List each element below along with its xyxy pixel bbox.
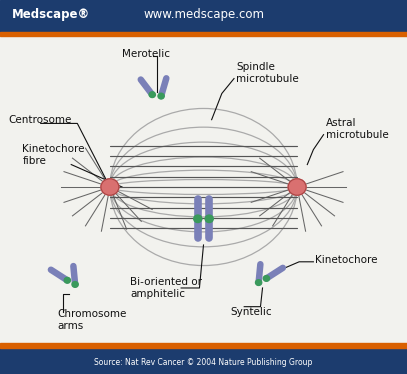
Circle shape (194, 215, 202, 223)
Circle shape (288, 179, 306, 195)
Text: Centrosome: Centrosome (8, 115, 72, 125)
Text: Merotelic: Merotelic (122, 49, 170, 59)
Text: Source: Nat Rev Cancer © 2004 Nature Publishing Group: Source: Nat Rev Cancer © 2004 Nature Pub… (94, 358, 313, 367)
Text: Syntelic: Syntelic (230, 307, 271, 317)
Circle shape (64, 278, 70, 283)
Circle shape (101, 179, 119, 195)
Text: Bi-oriented or
amphitelic: Bi-oriented or amphitelic (130, 277, 202, 299)
Circle shape (158, 93, 164, 99)
Circle shape (149, 92, 155, 98)
Text: Medscape®: Medscape® (12, 8, 90, 21)
Circle shape (263, 276, 269, 281)
Circle shape (72, 282, 78, 287)
Text: Kinetochore: Kinetochore (315, 255, 378, 265)
Bar (0, 32, 407, 36)
Text: Kinetochore
fibre: Kinetochore fibre (22, 144, 85, 166)
Circle shape (205, 215, 213, 223)
Text: Astral
microtubule: Astral microtubule (326, 118, 388, 140)
Bar (0, 0, 407, 32)
Text: Spindle
microtubule: Spindle microtubule (236, 62, 299, 84)
Text: Monotelic or mono-oriented: Monotelic or mono-oriented (8, 345, 153, 355)
Bar (0, 348, 407, 374)
Text: www.medscape.com: www.medscape.com (143, 8, 264, 21)
Circle shape (256, 280, 262, 285)
Bar (0, 343, 407, 348)
Text: Chromosome
arms: Chromosome arms (57, 309, 126, 331)
